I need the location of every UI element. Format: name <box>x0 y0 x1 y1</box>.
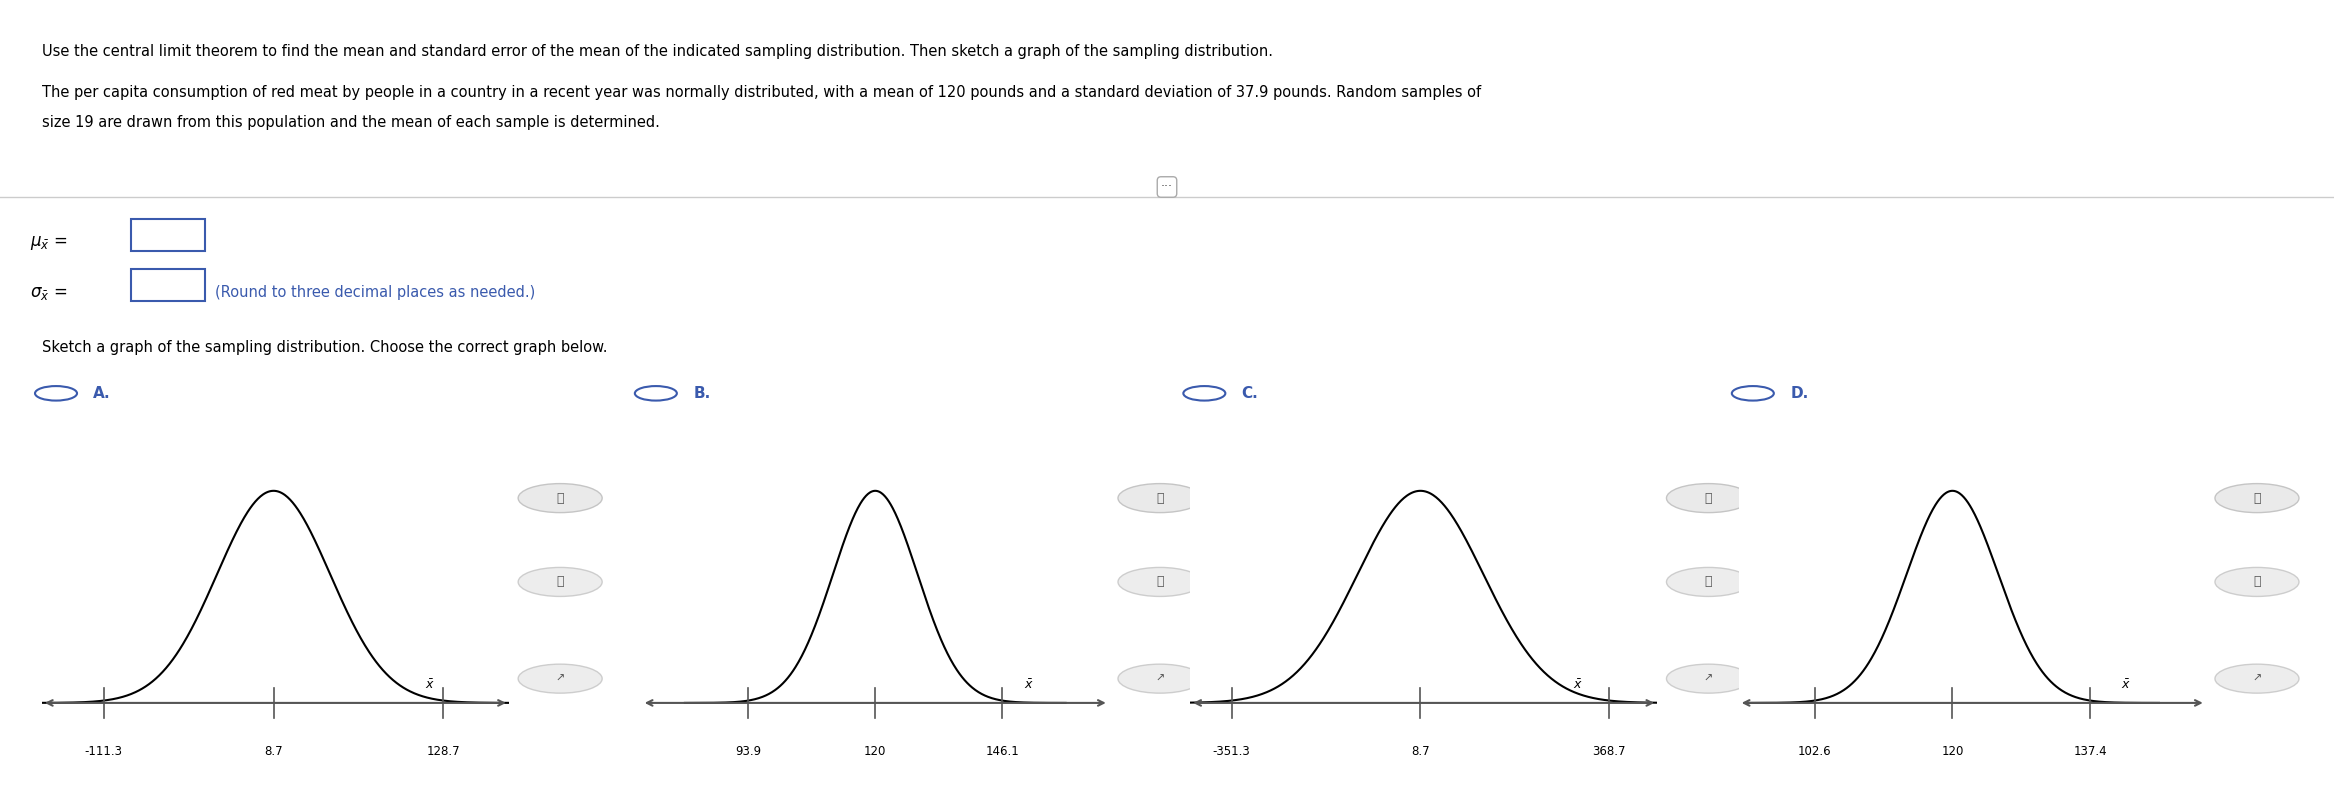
Circle shape <box>1666 484 1750 513</box>
Circle shape <box>1118 567 1202 596</box>
Text: 🔍: 🔍 <box>1155 492 1165 505</box>
FancyBboxPatch shape <box>131 219 205 251</box>
Text: 137.4: 137.4 <box>2073 746 2108 758</box>
Circle shape <box>2215 484 2299 513</box>
Text: $\mu_{\bar{x}}$ =: $\mu_{\bar{x}}$ = <box>30 234 68 251</box>
Text: The per capita consumption of red meat by people in a country in a recent year w: The per capita consumption of red meat b… <box>42 85 1482 100</box>
Text: D.: D. <box>1790 386 1809 401</box>
Text: $\bar{x}$: $\bar{x}$ <box>1025 679 1034 692</box>
Circle shape <box>1118 484 1202 513</box>
Text: 🔍: 🔍 <box>1155 575 1165 588</box>
Text: 🔍: 🔍 <box>2252 492 2262 505</box>
Text: ↗: ↗ <box>2252 674 2262 683</box>
Text: -111.3: -111.3 <box>84 746 124 758</box>
Circle shape <box>1666 664 1750 693</box>
Text: 368.7: 368.7 <box>1592 746 1627 758</box>
Text: 🔍: 🔍 <box>555 575 565 588</box>
Text: 120: 120 <box>1942 746 1963 758</box>
Text: 8.7: 8.7 <box>264 746 282 758</box>
Text: C.: C. <box>1242 386 1258 401</box>
Text: ↗: ↗ <box>555 674 565 683</box>
Text: -351.3: -351.3 <box>1214 746 1251 758</box>
Circle shape <box>2215 664 2299 693</box>
Text: B.: B. <box>693 386 710 401</box>
Text: A.: A. <box>93 386 112 401</box>
Text: ···: ··· <box>1160 181 1174 193</box>
Text: 🔍: 🔍 <box>1704 492 1713 505</box>
Text: (Round to three decimal places as needed.): (Round to three decimal places as needed… <box>215 285 534 300</box>
Text: $\sigma_{\bar{x}}$ =: $\sigma_{\bar{x}}$ = <box>30 284 68 301</box>
Text: $\bar{x}$: $\bar{x}$ <box>425 679 434 692</box>
Text: 128.7: 128.7 <box>427 746 460 758</box>
Text: Sketch a graph of the sampling distribution. Choose the correct graph below.: Sketch a graph of the sampling distribut… <box>42 340 607 355</box>
Circle shape <box>518 567 602 596</box>
Text: 102.6: 102.6 <box>1797 746 1832 758</box>
Text: 🔍: 🔍 <box>555 492 565 505</box>
Circle shape <box>518 664 602 693</box>
FancyBboxPatch shape <box>131 269 205 301</box>
Text: ↗: ↗ <box>1704 674 1713 683</box>
Circle shape <box>518 484 602 513</box>
Text: $\bar{x}$: $\bar{x}$ <box>2122 679 2131 692</box>
Text: 120: 120 <box>864 746 887 758</box>
Text: 🔍: 🔍 <box>2252 575 2262 588</box>
Text: 8.7: 8.7 <box>1412 746 1431 758</box>
Text: 93.9: 93.9 <box>735 746 761 758</box>
Text: 🔍: 🔍 <box>1704 575 1713 588</box>
Text: $\bar{x}$: $\bar{x}$ <box>1573 679 1582 692</box>
Text: size 19 are drawn from this population and the mean of each sample is determined: size 19 are drawn from this population a… <box>42 115 661 131</box>
Circle shape <box>1666 567 1750 596</box>
Circle shape <box>1118 664 1202 693</box>
Circle shape <box>2215 567 2299 596</box>
Text: 146.1: 146.1 <box>985 746 1020 758</box>
Text: Use the central limit theorem to find the mean and standard error of the mean of: Use the central limit theorem to find th… <box>42 44 1272 60</box>
Text: ↗: ↗ <box>1155 674 1165 683</box>
